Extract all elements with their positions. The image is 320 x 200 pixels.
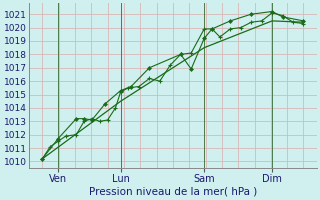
X-axis label: Pression niveau de la mer( hPa ): Pression niveau de la mer( hPa ) [89, 187, 257, 197]
